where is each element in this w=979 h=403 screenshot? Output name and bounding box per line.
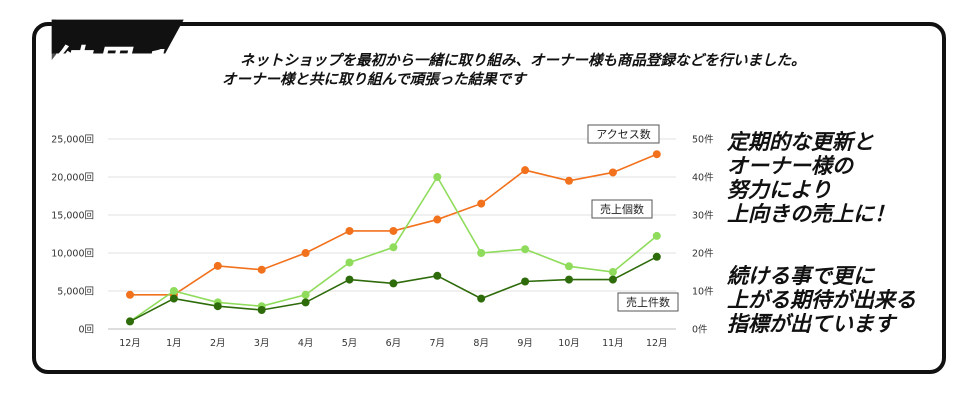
x-tick-label: 2月 bbox=[210, 338, 226, 349]
x-tick-label: 12月 bbox=[646, 338, 668, 349]
data-point bbox=[433, 173, 442, 181]
y-right-tick-label: 30件 bbox=[692, 210, 714, 222]
data-point bbox=[608, 168, 617, 177]
result-banner bbox=[51, 19, 184, 60]
legend-box bbox=[587, 124, 660, 144]
data-point bbox=[126, 290, 134, 299]
data-point bbox=[477, 294, 486, 303]
x-tick-label: 3月 bbox=[254, 338, 270, 349]
data-point bbox=[433, 215, 442, 224]
data-point bbox=[257, 265, 266, 274]
side-line: 指標が出ています bbox=[727, 312, 895, 336]
y-left-tick-label: 0回 bbox=[78, 325, 94, 336]
data-point bbox=[433, 271, 442, 280]
x-tick-label: 10月 bbox=[558, 338, 580, 349]
y-left-tick-label: 5,000回 bbox=[57, 287, 94, 298]
data-point bbox=[126, 317, 134, 326]
legend-label: 売上個数 bbox=[600, 203, 644, 216]
x-tick-label: 9月 bbox=[517, 338, 533, 349]
x-tick-label: 6月 bbox=[386, 338, 402, 349]
side-line: 続ける事で更に bbox=[727, 264, 874, 288]
y-right-tick-label: 50件 bbox=[692, 134, 714, 146]
y-right-tick-label: 0件 bbox=[692, 324, 708, 336]
headline: ネットショップを最初から一緒に取り組み、オーナー様も商品登録などを行いました。 … bbox=[222, 52, 806, 90]
x-tick-label: 12月 bbox=[119, 338, 141, 349]
data-point bbox=[389, 243, 398, 252]
data-point bbox=[521, 245, 530, 254]
side-line: 努力により bbox=[727, 178, 832, 202]
y-right-tick-label: 20件 bbox=[692, 248, 714, 260]
headline-line-2: オーナー様と共に取り組んで頑張った結果です bbox=[222, 72, 526, 88]
data-point bbox=[477, 199, 486, 208]
data-point bbox=[521, 166, 530, 175]
series-line bbox=[130, 153, 658, 296]
series-line bbox=[129, 256, 658, 323]
data-point bbox=[345, 275, 354, 284]
y-right-tick-label: 10件 bbox=[692, 286, 714, 298]
data-point bbox=[301, 298, 310, 307]
data-point bbox=[477, 249, 486, 257]
data-point bbox=[608, 275, 617, 284]
data-point bbox=[389, 279, 398, 288]
x-tick-label: 11月 bbox=[602, 338, 624, 349]
headline-line-1: ネットショップを最初から一緒に取り組み、オーナー様も商品登録などを行いました。 bbox=[240, 53, 806, 69]
y-right-tick-label: 40件 bbox=[692, 172, 714, 184]
data-point bbox=[521, 277, 530, 286]
y-left-tick-label: 20,000回 bbox=[51, 173, 94, 184]
data-point bbox=[608, 268, 617, 276]
data-point bbox=[652, 252, 661, 261]
data-point bbox=[345, 258, 354, 267]
x-tick-label: 5月 bbox=[342, 338, 358, 349]
data-point bbox=[389, 226, 398, 235]
x-tick-label: 1月 bbox=[166, 338, 182, 349]
data-point bbox=[301, 290, 310, 299]
data-point bbox=[565, 176, 573, 185]
side-message-1: 定期的な更新と オーナー様の 努力により 上向きの売上に！ bbox=[727, 130, 895, 226]
legend-box bbox=[591, 199, 653, 219]
data-point bbox=[345, 226, 354, 235]
data-point bbox=[565, 275, 573, 284]
side-line: オーナー様の bbox=[727, 154, 853, 178]
y-left-tick-label: 25,000回 bbox=[51, 135, 94, 146]
data-point bbox=[169, 294, 178, 303]
data-point bbox=[565, 262, 573, 271]
x-tick-label: 8月 bbox=[473, 338, 489, 349]
legend-box bbox=[617, 292, 679, 312]
x-tick-label: 4月 bbox=[298, 338, 314, 349]
side-line: 上向きの売上に！ bbox=[727, 202, 895, 226]
data-point bbox=[301, 249, 310, 257]
data-point bbox=[169, 287, 178, 295]
y-left-tick-label: 10,000回 bbox=[51, 249, 94, 260]
x-tick-label: 7月 bbox=[430, 338, 446, 349]
side-line: 定期的な更新と bbox=[727, 130, 874, 154]
legend-label: 売上件数 bbox=[626, 296, 670, 309]
data-point bbox=[257, 306, 266, 314]
result-title: 結果１ bbox=[48, 43, 177, 89]
data-point bbox=[213, 261, 222, 270]
data-point bbox=[213, 302, 222, 311]
legend-label: アクセス数 bbox=[596, 128, 650, 141]
y-left-tick-label: 15,000回 bbox=[51, 211, 94, 222]
side-line: 上がる期待が出来る bbox=[727, 288, 916, 312]
data-point bbox=[652, 150, 661, 159]
data-point bbox=[652, 231, 661, 240]
side-message-2: 続ける事で更に 上がる期待が出来る 指標が出ています bbox=[727, 264, 916, 336]
